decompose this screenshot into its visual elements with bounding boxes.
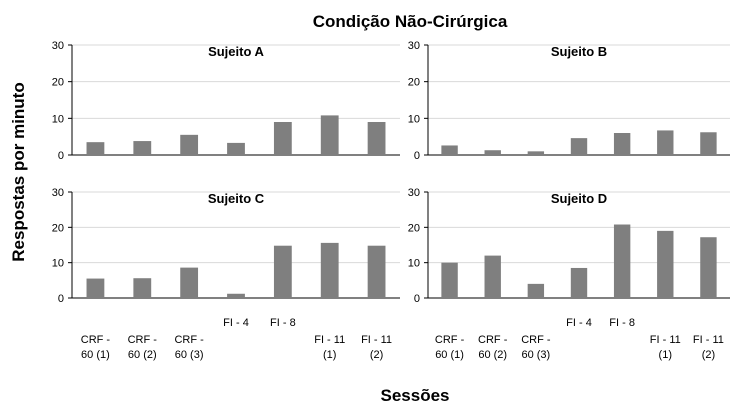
x-category-label: FI - 8 [270, 317, 296, 329]
x-axis-label: Sessões [381, 386, 450, 405]
x-category-label: CRF - 60 (3) [174, 334, 204, 361]
y-tick-label: 30 [52, 187, 64, 199]
bar-d-7 [700, 237, 717, 298]
x-category-label: CRF - 60 (1) [81, 334, 111, 361]
y-tick-label: 30 [408, 187, 420, 199]
x-category-label: FI - 4 [223, 317, 249, 329]
x-category-label: CRF - 60 (2) [128, 334, 158, 361]
y-tick-label: 0 [58, 150, 64, 162]
panel-title-sujeito-c: Sujeito C [208, 191, 265, 206]
figure-title: Condição Não-Cirúrgica [313, 12, 508, 31]
bar-d-3 [527, 283, 545, 298]
bar-a-1 [86, 142, 105, 155]
x-category-label-line: FI - 11 [361, 334, 392, 346]
y-tick-label: 0 [414, 150, 420, 162]
x-category-label: CRF - 60 (2) [478, 334, 508, 361]
y-tick-label: 20 [408, 222, 420, 234]
x-category-label: CRF - 60 (1) [435, 334, 465, 361]
bar-b-4 [570, 138, 588, 155]
x-category-label-line: (1) [659, 349, 672, 361]
bar-c-7 [367, 245, 386, 298]
x-category-label: CRF - 60 (3) [521, 334, 551, 361]
x-category-label-line: FI - 4 [566, 317, 592, 329]
y-tick-label: 0 [58, 293, 64, 305]
bar-d-4 [570, 267, 588, 298]
bar-a-3 [180, 134, 199, 155]
y-tick-label: 20 [52, 222, 64, 234]
y-tick-label: 20 [408, 77, 420, 89]
x-category-label-line: 60 (3) [521, 349, 550, 361]
y-tick-label: 10 [52, 258, 64, 270]
bar-a-7 [367, 122, 386, 155]
bar-c-1 [86, 278, 105, 298]
panel-sujeito-b: 0 10 20 30 Sujeito B [408, 40, 730, 162]
bar-a-6 [320, 115, 339, 155]
x-category-label-line: 60 (2) [128, 349, 157, 361]
panel-title-sujeito-a: Sujeito A [208, 44, 264, 59]
x-category-label-line: (1) [323, 349, 336, 361]
bar-b-5 [613, 133, 631, 155]
x-category-label-line: (2) [370, 349, 383, 361]
x-category-label-line: FI - 4 [223, 317, 249, 329]
x-category-label-line: FI - 8 [609, 317, 635, 329]
bar-b-6 [657, 130, 674, 155]
x-category-label-line: FI - 11 [693, 334, 724, 346]
y-tick-label: 0 [414, 293, 420, 305]
x-category-label: FI - 8 [609, 317, 635, 329]
x-category-label-line: CRF - [174, 334, 204, 346]
bar-d-6 [657, 230, 674, 298]
panel-sujeito-a: 0 10 20 30 Sujeito A [52, 40, 400, 162]
y-tick-label: 30 [52, 40, 64, 52]
bar-a-5 [273, 122, 292, 155]
x-category-label-line: CRF - [81, 334, 111, 346]
bar-c-2 [133, 278, 152, 298]
bar-c-6 [320, 242, 339, 298]
bar-c-3 [180, 267, 199, 298]
x-category-label-line: CRF - [478, 334, 508, 346]
y-tick-label: 10 [408, 258, 420, 270]
x-category-label-line: CRF - [521, 334, 551, 346]
x-category-label-line: 60 (1) [81, 349, 110, 361]
x-category-label: FI - 11 (2) [693, 334, 724, 361]
x-category-label-line: FI - 11 [650, 334, 681, 346]
y-tick-label: 10 [408, 113, 420, 125]
y-tick-label: 20 [52, 77, 64, 89]
y-axis-label: Respostas por minuto [9, 82, 28, 261]
bar-d-5 [613, 224, 631, 298]
x-category-label: FI - 11 (1) [650, 334, 681, 361]
x-category-label-line: CRF - [128, 334, 158, 346]
panel-title-sujeito-d: Sujeito D [551, 191, 607, 206]
x-category-label-line: 60 (1) [435, 349, 464, 361]
x-category-label-line: (2) [702, 349, 715, 361]
x-category-label: FI - 11 (2) [361, 334, 392, 361]
bar-d-2 [484, 255, 501, 298]
y-tick-label: 10 [52, 113, 64, 125]
x-category-label: FI - 11 (1) [314, 334, 345, 361]
x-category-label: FI - 4 [566, 317, 592, 329]
bar-b-1 [441, 145, 458, 155]
x-category-label-line: FI - 8 [270, 317, 296, 329]
x-category-label-line: 60 (3) [175, 349, 204, 361]
bar-b-2 [484, 150, 501, 155]
y-tick-label: 30 [408, 40, 420, 52]
x-category-label-line: 60 (2) [478, 349, 507, 361]
bar-b-3 [527, 151, 545, 155]
x-category-label-line: FI - 11 [314, 334, 345, 346]
bar-b-7 [700, 132, 717, 155]
bar-a-2 [133, 141, 152, 155]
bar-c-4 [227, 293, 245, 298]
bar-d-1 [441, 262, 458, 298]
bar-a-4 [227, 142, 245, 155]
bar-c-5 [273, 245, 292, 298]
x-category-label-line: CRF - [435, 334, 465, 346]
panel-title-sujeito-b: Sujeito B [551, 44, 607, 59]
